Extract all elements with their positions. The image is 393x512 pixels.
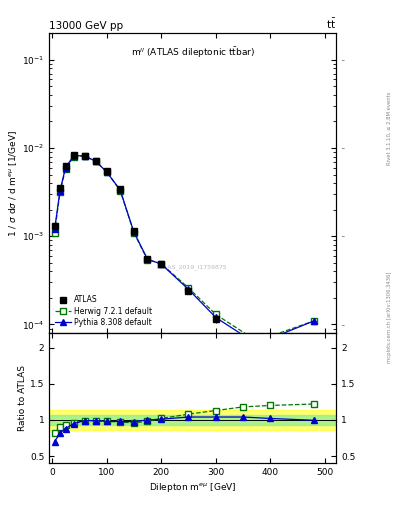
Text: m$^{ll}$ (ATLAS dileptonic t$\bar{\rm t}$bar): m$^{ll}$ (ATLAS dileptonic t$\bar{\rm t}… — [130, 45, 255, 60]
Legend: ATLAS, Herwig 7.2.1 default, Pythia 8.308 default: ATLAS, Herwig 7.2.1 default, Pythia 8.30… — [53, 293, 154, 329]
Y-axis label: 1 / $\sigma$ d$\sigma$ / d m$^{e\mu}$ [1/GeV]: 1 / $\sigma$ d$\sigma$ / d m$^{e\mu}$ [1… — [7, 130, 19, 237]
Text: $\rm t\bar{t}$: $\rm t\bar{t}$ — [326, 17, 336, 31]
Y-axis label: Ratio to ATLAS: Ratio to ATLAS — [18, 365, 27, 431]
X-axis label: Dilepton m$^{e\mu}$ [GeV]: Dilepton m$^{e\mu}$ [GeV] — [149, 481, 236, 495]
Text: Rivet 3.1.10, ≥ 2.8M events: Rivet 3.1.10, ≥ 2.8M events — [387, 91, 392, 165]
Text: ATLAS_2019_I1759875: ATLAS_2019_I1759875 — [157, 264, 228, 270]
Text: 13000 GeV pp: 13000 GeV pp — [49, 21, 123, 31]
Text: mcplots.cern.ch [arXiv:1306.3436]: mcplots.cern.ch [arXiv:1306.3436] — [387, 272, 392, 363]
